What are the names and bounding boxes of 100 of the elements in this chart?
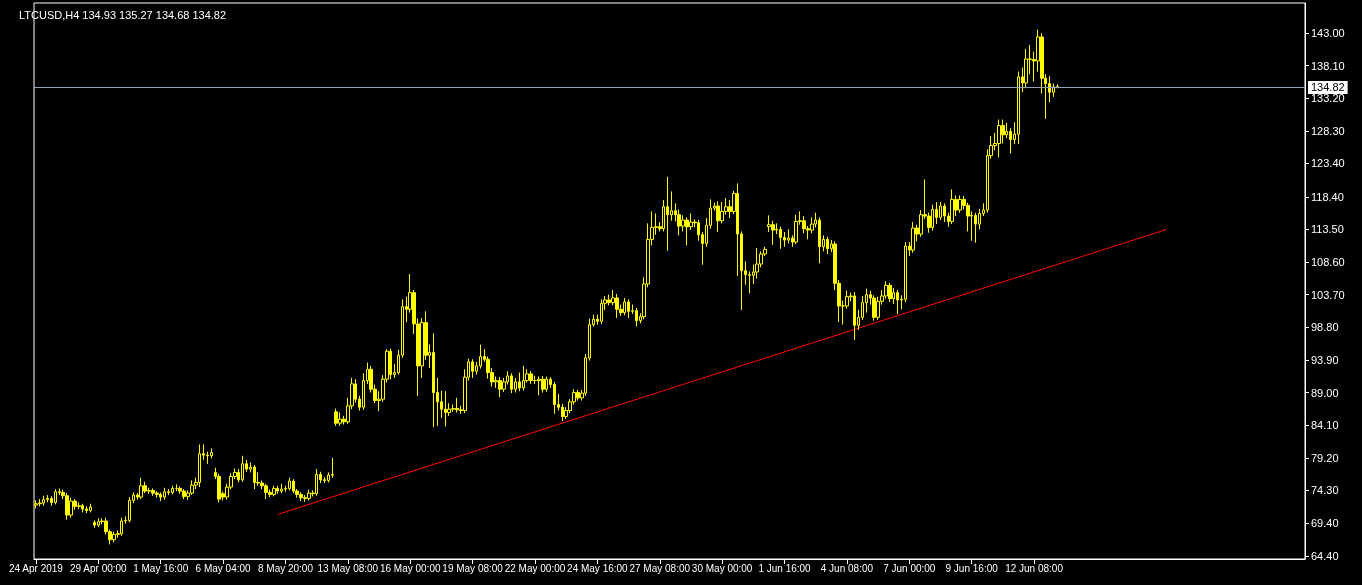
candlestick bbox=[331, 457, 334, 479]
candlestick bbox=[38, 498, 42, 507]
candlestick bbox=[943, 202, 946, 223]
candlestick bbox=[389, 348, 392, 380]
y-tick-label: 133.20 bbox=[1311, 92, 1345, 105]
x-tick-label: 27 May 08:00 bbox=[629, 562, 691, 574]
candlestick bbox=[685, 216, 689, 246]
candlestick bbox=[182, 488, 186, 500]
candlestick bbox=[97, 517, 100, 528]
candlestick bbox=[716, 200, 720, 233]
candlestick bbox=[818, 216, 821, 264]
candlestick bbox=[974, 212, 977, 244]
candlestick bbox=[253, 464, 256, 490]
candlestick bbox=[93, 519, 96, 529]
y-tick-label: 93.90 bbox=[1311, 353, 1339, 366]
candlestick bbox=[276, 485, 279, 495]
candlestick bbox=[896, 289, 899, 315]
candlestick bbox=[272, 485, 276, 497]
x-tick-label: 12 Jun 08:00 bbox=[1005, 562, 1064, 574]
y-tick-label: 143.00 bbox=[1311, 26, 1345, 39]
candlestick bbox=[198, 443, 201, 488]
y-tick-label: 118.40 bbox=[1311, 190, 1344, 203]
y-tick-label: 113.50 bbox=[1311, 223, 1344, 236]
x-tick-label: 16 May 00:00 bbox=[379, 562, 441, 574]
candlestick bbox=[155, 490, 159, 499]
candlestick bbox=[54, 488, 57, 505]
x-tick-label: 13 May 08:00 bbox=[317, 562, 379, 574]
ref-line-label: 134.82 bbox=[1311, 81, 1345, 94]
candlestick bbox=[69, 497, 73, 519]
y-tick-label: 98.80 bbox=[1311, 321, 1339, 334]
candlestick bbox=[576, 389, 580, 402]
candlestick bbox=[950, 188, 954, 225]
x-tick-label: 24 Apr 2019 bbox=[8, 562, 64, 574]
candlestick bbox=[42, 495, 45, 507]
candlestick bbox=[826, 236, 829, 255]
y-tick-label: 84.10 bbox=[1311, 419, 1339, 432]
x-tick-label: 8 May 20:00 bbox=[257, 562, 314, 574]
x-tick-label: 9 Jun 16:00 bbox=[945, 562, 999, 574]
candlestick bbox=[120, 517, 123, 537]
candlestick bbox=[171, 485, 174, 495]
candlestick bbox=[334, 408, 338, 427]
candlestick bbox=[81, 503, 84, 513]
candlestick bbox=[911, 221, 915, 254]
candlestick bbox=[794, 214, 798, 245]
candlestick bbox=[958, 194, 962, 214]
candlestick bbox=[623, 297, 626, 316]
candlestick bbox=[783, 231, 786, 248]
candlestick bbox=[241, 455, 244, 483]
y-tick-label: 108.60 bbox=[1311, 256, 1345, 269]
candlestick bbox=[939, 201, 942, 221]
candlestick bbox=[1017, 71, 1020, 145]
candlestick bbox=[522, 365, 525, 392]
text: LTCUSD,H4 134.93 135.27 134.68 134.82 bbox=[19, 8, 227, 21]
x-tick-label: 4 Jun 08:00 bbox=[820, 562, 874, 574]
candlestick bbox=[190, 479, 194, 496]
candlestick bbox=[77, 501, 81, 510]
candlestick bbox=[163, 487, 166, 501]
candlestick bbox=[167, 488, 170, 496]
candlestick bbox=[627, 298, 630, 319]
candlestick bbox=[545, 376, 548, 393]
candlestick bbox=[264, 483, 268, 500]
candlestick bbox=[787, 228, 790, 244]
candlestick bbox=[607, 294, 611, 306]
candlestick bbox=[159, 491, 162, 502]
candlestick bbox=[853, 291, 856, 341]
candlestick bbox=[997, 119, 1001, 158]
candlestick bbox=[89, 503, 92, 513]
candlestick bbox=[292, 478, 295, 494]
candlestick bbox=[85, 505, 88, 514]
candlestick bbox=[510, 372, 513, 394]
x-tick-label: 1 Jun 16:00 bbox=[758, 562, 812, 574]
y-tick-label: 128.30 bbox=[1311, 124, 1345, 137]
candlestick bbox=[1024, 48, 1028, 89]
x-tick-label: 19 May 08:00 bbox=[442, 562, 504, 574]
candlestick bbox=[931, 204, 934, 232]
candlestick bbox=[128, 496, 131, 523]
candlestick bbox=[471, 358, 474, 379]
candlestick bbox=[65, 492, 69, 521]
x-tick-label: 7 Jun 00:00 bbox=[883, 562, 936, 574]
x-tick-label: 30 May 00:00 bbox=[691, 562, 753, 574]
candlestick bbox=[615, 293, 619, 319]
y-tick-label: 89.00 bbox=[1311, 386, 1339, 399]
candlestick bbox=[872, 294, 876, 322]
candlestick bbox=[888, 282, 892, 303]
candlestick bbox=[779, 226, 782, 250]
candlestick bbox=[307, 489, 311, 501]
x-tick-label: 24 May 16:00 bbox=[567, 562, 629, 574]
candlestick bbox=[600, 298, 603, 325]
candlestick bbox=[315, 468, 318, 497]
x-tick-label: 6 May 04:00 bbox=[195, 562, 252, 574]
candlestick bbox=[299, 491, 303, 502]
candlestick bbox=[323, 476, 326, 484]
candlestick bbox=[303, 494, 307, 503]
candlestick bbox=[432, 332, 435, 428]
candlestick bbox=[529, 370, 533, 385]
y-tick-label: 74.30 bbox=[1311, 484, 1339, 497]
candlestick bbox=[514, 377, 517, 394]
candlestick bbox=[666, 176, 669, 252]
candlestick bbox=[541, 375, 545, 394]
y-tick-label: 123.40 bbox=[1311, 157, 1345, 170]
